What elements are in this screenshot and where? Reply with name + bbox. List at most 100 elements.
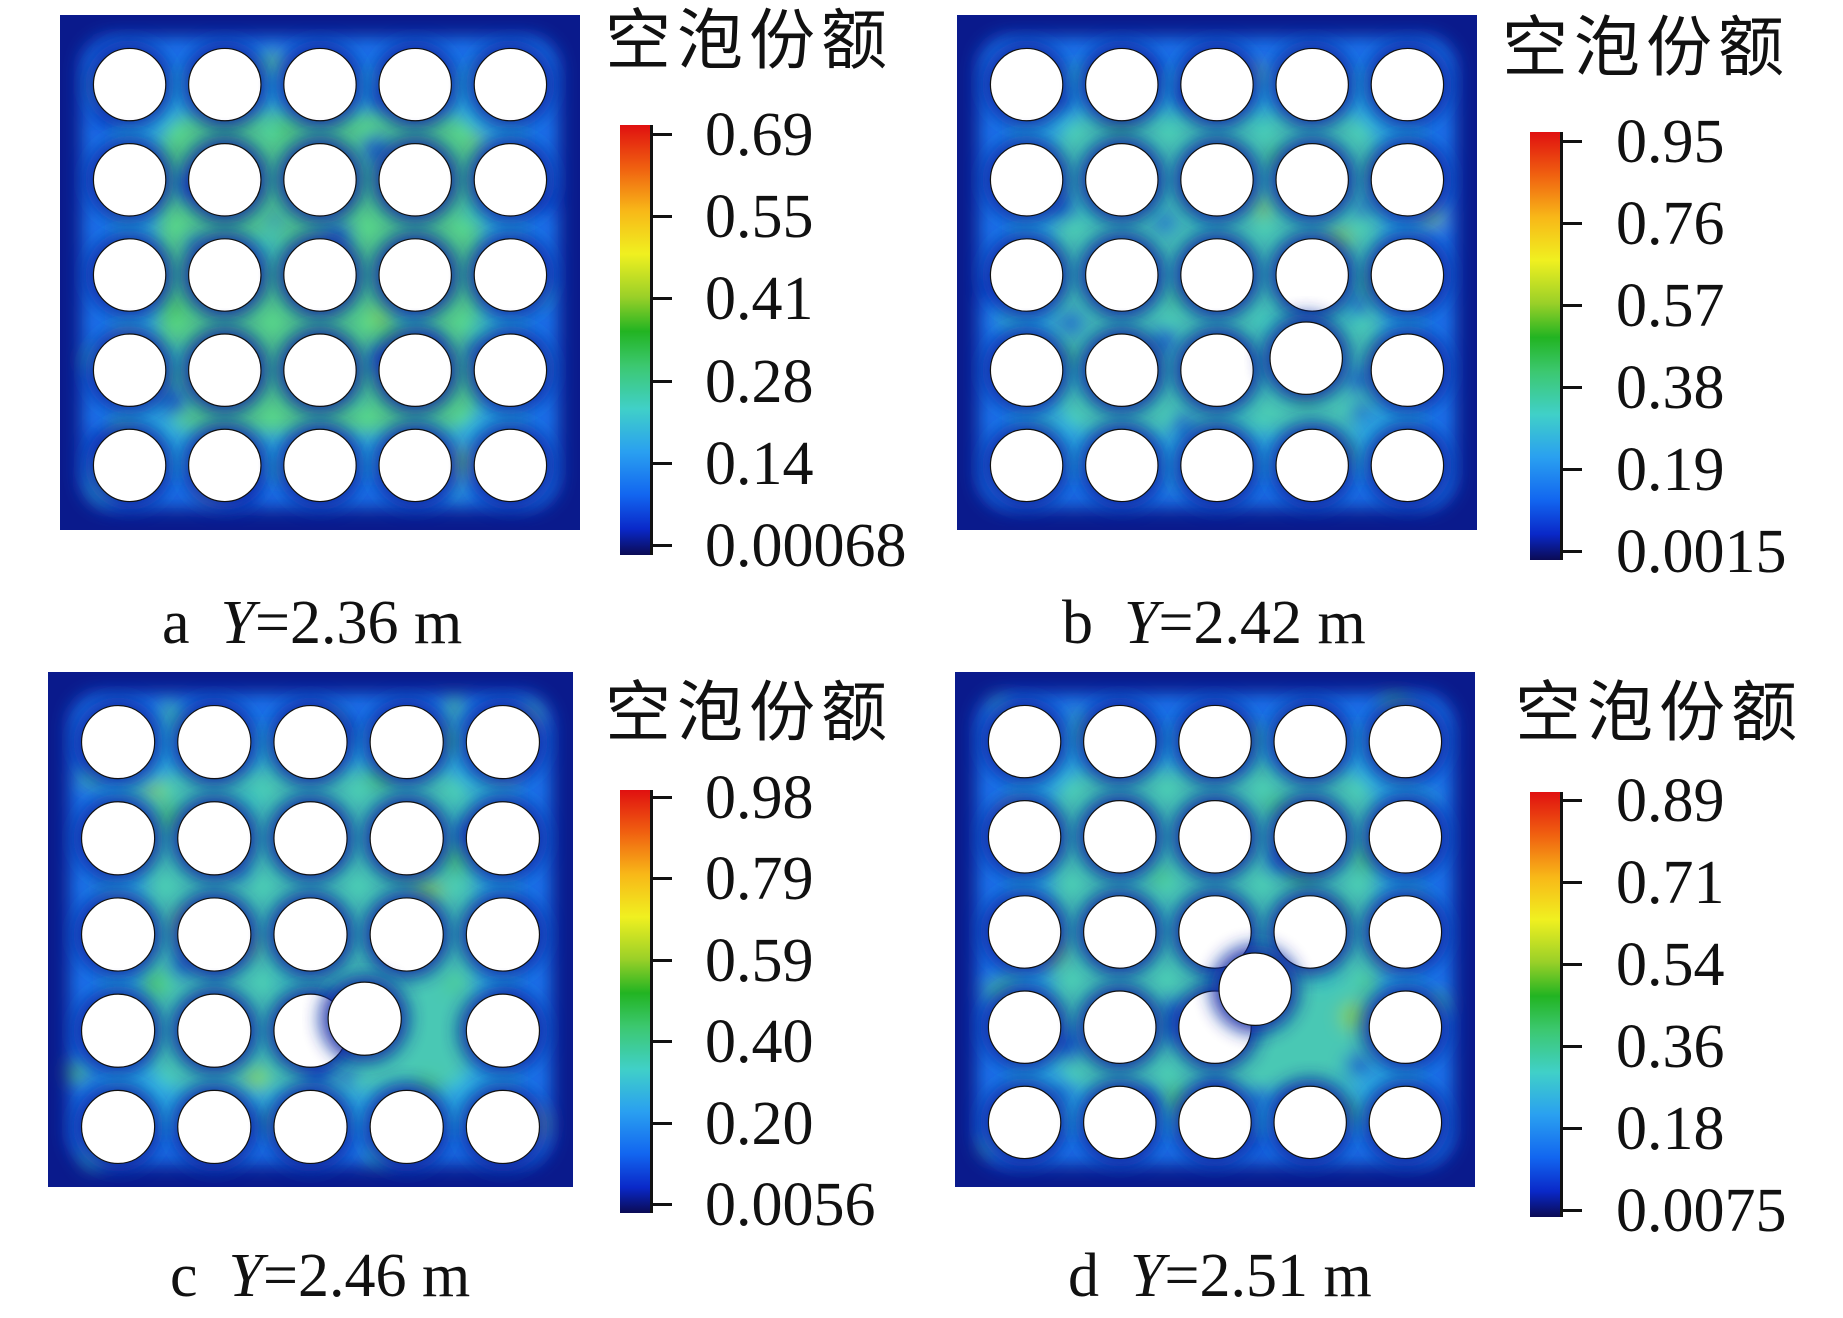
- fuel-rod: [177, 993, 252, 1068]
- fuel-rod: [989, 143, 1064, 217]
- fuel-rod: [473, 428, 548, 503]
- fuel-rod: [283, 428, 357, 503]
- fuel-rod: [80, 897, 156, 972]
- fuel-rod: [1180, 143, 1254, 217]
- colorbar-tick: [650, 462, 672, 465]
- tick-label: 0.79: [705, 845, 814, 913]
- fuel-rod: [92, 428, 167, 503]
- fuel-rod: [1269, 321, 1343, 395]
- tick-label: 0.71: [1616, 849, 1725, 917]
- fuel-rod: [1085, 428, 1159, 503]
- panel-letter: a: [162, 589, 190, 657]
- tick-label: 0.0075: [1616, 1177, 1787, 1245]
- fuel-rod: [177, 801, 252, 876]
- tick-label: 0.00068: [705, 512, 907, 580]
- panel-b: 空泡份额 0.95 0.76 0.57 0.38 0.19 0.0015 b Y…: [957, 9, 1790, 654]
- panel-a: 空泡份额 0.69 0.55 0.41 0.28 0.14 0.00068 a …: [0, 0, 930, 660]
- panel-caption: d Y=2.51 m: [1068, 1245, 1372, 1307]
- fuel-rod: [1178, 800, 1252, 874]
- caption-variable: Y: [1130, 1242, 1165, 1310]
- void-fraction-contour-a: [60, 15, 580, 530]
- fuel-rod: [283, 333, 357, 407]
- caption-value: =2.36 m: [255, 589, 463, 657]
- fuel-rod: [369, 1089, 444, 1165]
- fuel-rod: [283, 143, 357, 217]
- fuel-rod: [177, 1089, 252, 1165]
- colorbar-tick: [1560, 963, 1582, 966]
- panel-caption: b Y=2.42 m: [1062, 592, 1366, 654]
- legend-title: 空泡份额: [1502, 9, 1790, 86]
- fuel-rod: [80, 704, 156, 780]
- panel-caption: a Y=2.36 m: [162, 592, 462, 654]
- colorbar-tick: [650, 544, 672, 547]
- colorbar-tick: [1560, 304, 1582, 307]
- tick-label: 0.0056: [705, 1171, 876, 1239]
- fuel-rod: [473, 333, 548, 407]
- caption-value: =2.51 m: [1164, 1242, 1372, 1310]
- fuel-rod: [1368, 704, 1443, 779]
- fuel-rod: [177, 704, 252, 780]
- fuel-rod: [1275, 428, 1349, 503]
- tick-label: 0.69: [705, 101, 814, 169]
- fuel-rod: [473, 143, 548, 217]
- fuel-rod: [92, 143, 167, 217]
- colorbar-axis: [1560, 792, 1563, 1217]
- colorbar: [620, 125, 650, 555]
- tick-label: 0.59: [705, 927, 814, 995]
- colorbar-tick: [1560, 1209, 1582, 1212]
- fuel-rod: [177, 897, 252, 972]
- fuel-rod: [80, 993, 156, 1068]
- fuel-rod: [987, 800, 1062, 874]
- fuel-rod: [378, 47, 452, 122]
- tick-label: 0.36: [1616, 1013, 1725, 1081]
- colorbar-tick: [650, 133, 672, 136]
- fuel-rod: [1370, 47, 1445, 122]
- fuel-rod: [283, 238, 357, 312]
- tick-label: 0.18: [1616, 1095, 1725, 1163]
- fuel-rod: [369, 897, 444, 972]
- colorbar-tick: [1560, 1127, 1582, 1130]
- colorbar-tick: [1560, 881, 1582, 884]
- colorbar-tick: [650, 297, 672, 300]
- fuel-rod: [273, 1089, 348, 1165]
- colorbar-tick: [650, 215, 672, 218]
- fuel-rod: [989, 238, 1064, 312]
- caption-variable: Y: [220, 589, 256, 657]
- colorbar-tick: [650, 380, 672, 383]
- tick-label: 0.19: [1616, 436, 1725, 504]
- fuel-rod: [989, 428, 1064, 503]
- fuel-rod: [989, 47, 1064, 122]
- panel-caption: c Y=2.46 m: [170, 1245, 470, 1307]
- fuel-rod: [1083, 800, 1157, 874]
- panel-c: 空泡份额 0.98 0.79 0.59 0.40 0.20 0.0056 c Y…: [48, 672, 887, 1307]
- fuel-rod: [188, 238, 262, 312]
- caption-value: =2.42 m: [1158, 589, 1366, 657]
- colorbar: [1530, 132, 1560, 560]
- fuel-rod: [989, 333, 1064, 407]
- fuel-rod: [1370, 333, 1445, 407]
- fuel-rod: [1275, 238, 1349, 312]
- caption-value: =2.46 m: [263, 1242, 471, 1310]
- fuel-rod: [1218, 952, 1292, 1026]
- panel-letter: b: [1062, 589, 1093, 657]
- colorbar-axis: [650, 125, 653, 555]
- fuel-rod: [465, 897, 541, 972]
- fuel-rod: [369, 704, 444, 780]
- tick-label: 0.0015: [1616, 518, 1787, 586]
- void-fraction-contour-b: [957, 15, 1477, 530]
- colorbar-tick: [650, 1203, 672, 1206]
- caption-variable: Y: [1124, 589, 1159, 657]
- fuel-rod: [1180, 428, 1254, 503]
- fuel-rod: [92, 47, 167, 122]
- colorbar-tick: [1560, 1045, 1582, 1048]
- colorbar-tick: [1560, 386, 1582, 389]
- fuel-rod: [273, 897, 348, 972]
- fuel-rod: [473, 47, 548, 122]
- fuel-rod: [1083, 1085, 1157, 1160]
- fuel-rod: [1180, 47, 1254, 122]
- fuel-rod: [188, 333, 262, 407]
- fuel-rod: [1085, 333, 1159, 407]
- fuel-rod: [465, 993, 541, 1068]
- fuel-rod: [987, 1085, 1062, 1160]
- fuel-rod: [92, 238, 167, 312]
